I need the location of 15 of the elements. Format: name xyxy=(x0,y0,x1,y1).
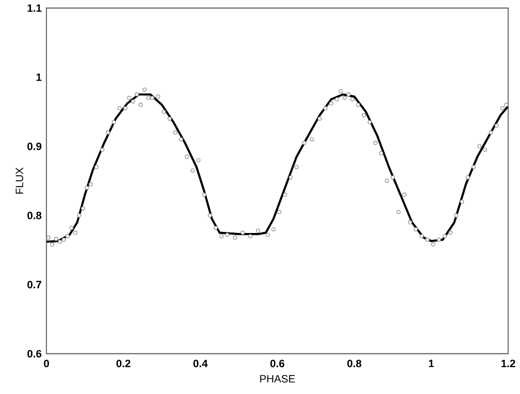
y-tick-label: 0.9 xyxy=(27,142,42,150)
y-tick-label: 0.7 xyxy=(27,281,42,289)
x-axis-title: PHASE xyxy=(260,375,295,383)
x-tick-label: 0.8 xyxy=(347,360,362,368)
y-tick-label: 0.8 xyxy=(27,212,42,220)
y-axis-title: FLUX xyxy=(16,168,24,194)
y-tick-label: 1.1 xyxy=(28,4,42,12)
x-tick-label: 0.4 xyxy=(193,360,208,368)
x-tick-label: 1.2 xyxy=(501,360,516,368)
x-tick-label: 1 xyxy=(428,360,434,368)
y-tick-label: 0.6 xyxy=(27,350,42,358)
x-tick-label: 0 xyxy=(44,360,49,368)
x-tick-label: 0.6 xyxy=(270,360,284,368)
y-tick-label: 1 xyxy=(36,74,42,82)
x-tick-label: 0.2 xyxy=(116,360,130,368)
